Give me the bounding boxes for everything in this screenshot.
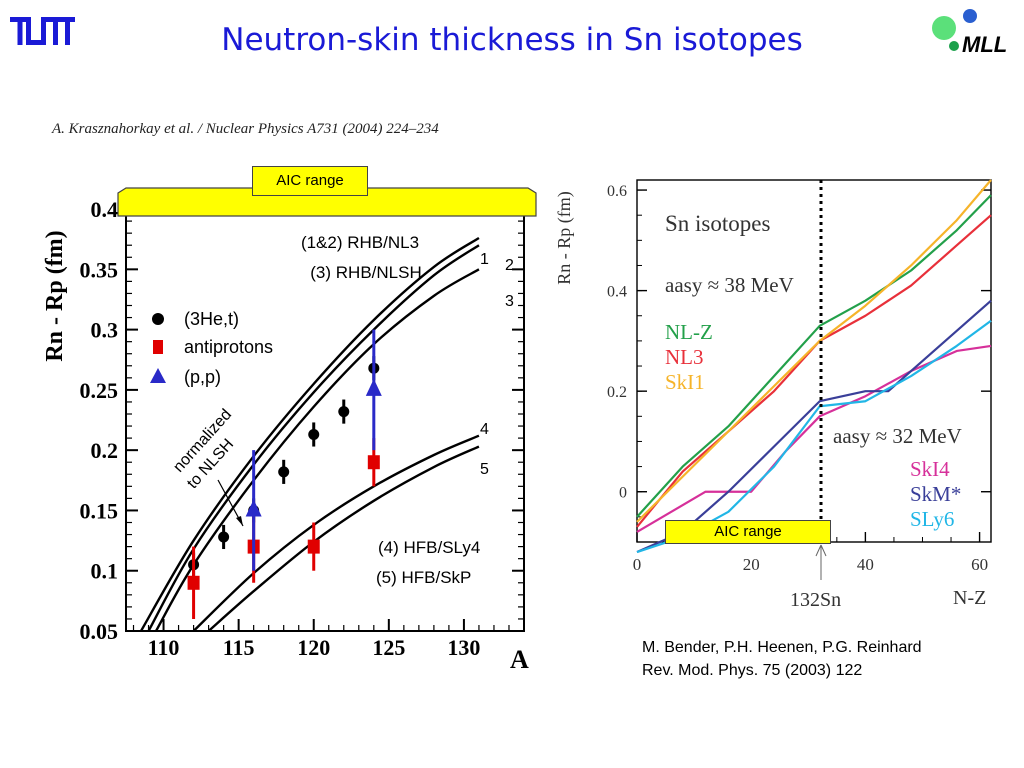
label-hfb-skp: (5) HFB/SkP <box>376 568 471 587</box>
right-y-axis-title: Rn - Rp (fm) <box>554 191 575 285</box>
right-text-labels: Sn isotopes aasy ≈ 38 MeV aasy ≈ 32 MeV NL-… <box>665 211 962 531</box>
left-y-axis-title: Rn - Rp (fm) <box>42 230 68 361</box>
right-legend-ski4: SkI4 <box>910 457 950 481</box>
right-curve-ski1 <box>636 179 992 523</box>
right-ytick-label: 0.6 <box>607 183 627 200</box>
left-curve-4 <box>192 434 480 632</box>
legend-marker-pp <box>150 368 166 383</box>
left-point-antiproton <box>307 539 320 554</box>
left-xtick-label: 115 <box>223 635 255 660</box>
left-point-antiproton <box>187 575 200 590</box>
sn132-arrowhead <box>815 544 827 557</box>
right-ytick-label: 0 <box>619 485 627 502</box>
right-x-axis-title: N-Z <box>953 587 986 609</box>
right-legend-nl3: NL3 <box>665 345 704 369</box>
tum-logo <box>10 17 75 45</box>
right-axis-ticks: 0 0.2 0.4 0.6 0 20 40 60 N-Z Rn - Rp (fm) 132Sn <box>554 183 991 611</box>
left-ytick-label: 0.4 <box>91 197 119 222</box>
right-xtick-label: 20 <box>743 555 760 574</box>
left-point-3he <box>278 466 290 478</box>
left-aic-band <box>117 187 537 217</box>
left-x-axis-title: A <box>510 645 529 674</box>
left-curve-5 <box>207 445 480 632</box>
right-xtick-label: 40 <box>857 555 874 574</box>
right-curve-nlz <box>636 194 992 518</box>
aic-range-label-right: AIC range <box>665 520 831 544</box>
slide-title: Neutron-skin thickness in Sn isotopes <box>221 22 803 58</box>
left-ytick-label: 0.3 <box>91 318 119 343</box>
legend-marker-3he <box>152 313 164 325</box>
mll-logo: MLL <box>932 9 1007 57</box>
right-chart: 0 0.2 0.4 0.6 0 20 40 60 N-Z Rn - Rp (fm) 132Sn Sn… <box>554 179 992 611</box>
legend-label: (p,p) <box>184 367 221 387</box>
curve-number-4: 4 <box>480 421 489 438</box>
left-xtick-label: 120 <box>297 635 330 660</box>
right-xtick-label: 60 <box>971 555 988 574</box>
asym-38-label: aasy ≈ 38 MeV <box>665 273 794 297</box>
left-curve-1 <box>139 236 480 632</box>
label-rhb-nlsh: (3) RHB/NLSH <box>310 263 421 282</box>
left-point-pp <box>365 378 382 396</box>
left-ytick-label: 0.25 <box>80 378 119 403</box>
aic-range-label-left: AIC range <box>252 166 368 196</box>
right-ytick-label: 0.4 <box>607 284 627 301</box>
left-data-points <box>187 329 382 619</box>
right-chart-title: Sn isotopes <box>665 211 770 236</box>
sn132-label: 132Sn <box>790 589 841 611</box>
left-xtick-label: 125 <box>372 635 405 660</box>
right-legend-nlz: NL-Z <box>665 320 713 344</box>
curve-number-5: 5 <box>480 461 489 478</box>
normalized-arrowhead <box>236 516 243 526</box>
left-ytick-label: 0.2 <box>91 438 119 463</box>
mll-logo-text: MLL <box>962 32 1007 57</box>
label-hfb-sly4: (4) HFB/SLy4 <box>378 538 480 557</box>
left-ytick-label: 0.15 <box>80 498 119 523</box>
right-legend-skm: SkM* <box>910 482 961 506</box>
right-legend-sly6: SLy6 <box>910 507 954 531</box>
right-ytick-label: 0.2 <box>607 384 627 401</box>
left-point-3he <box>338 406 350 418</box>
curve-number-3: 3 <box>505 293 514 310</box>
left-xtick-label: 110 <box>148 635 180 660</box>
left-ytick-label: 0.1 <box>91 559 119 584</box>
reference-journal: Rev. Mod. Phys. 75 (2003) 122 <box>642 662 863 679</box>
reference-block: M. Bender, P.H. Heenen, P.G. Reinhard Re… <box>642 636 922 682</box>
left-point-antiproton <box>367 455 380 470</box>
left-xtick-label: 130 <box>447 635 480 660</box>
asym-32-label: aasy ≈ 32 MeV <box>833 424 962 448</box>
legend-label: (3He,t) <box>184 309 239 329</box>
curve-number-1: 1 <box>480 251 489 268</box>
right-curve-skm <box>636 299 992 554</box>
right-legend-ski1: SkI1 <box>665 370 705 394</box>
legend-label: antiprotons <box>184 337 273 357</box>
left-ytick-label: 0.35 <box>80 257 119 282</box>
paper-citation: A. Krasznahorkay et al. / Nuclear Physic… <box>52 121 439 137</box>
left-point-3he <box>218 531 230 543</box>
left-point-pp <box>245 499 262 517</box>
reference-authors: M. Bender, P.H. Heenen, P.G. Reinhard <box>642 639 922 656</box>
left-point-3he <box>308 428 320 440</box>
right-xtick-label: 0 <box>633 555 642 574</box>
legend-marker-antiproton <box>153 340 163 354</box>
curve-number-2: 2 <box>505 257 514 274</box>
left-ytick-label: 0.05 <box>80 619 119 644</box>
label-rhb-nl3: (1&2) RHB/NL3 <box>301 233 419 252</box>
